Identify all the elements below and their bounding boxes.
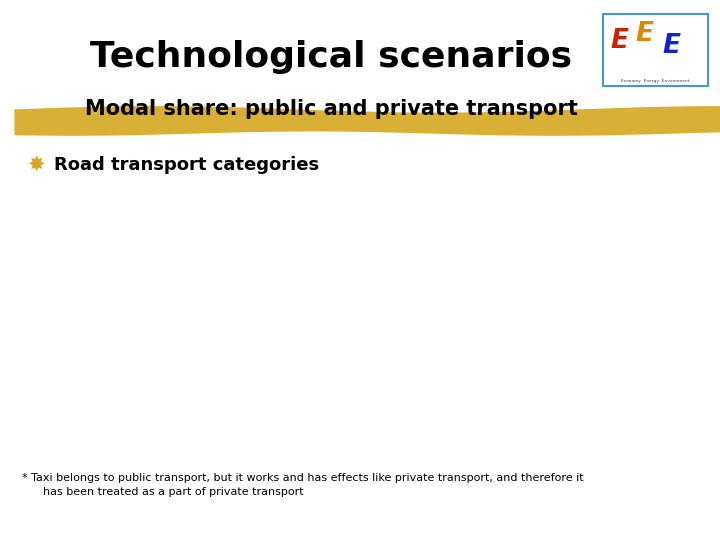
Text: E: E <box>662 33 680 59</box>
FancyBboxPatch shape <box>603 14 708 86</box>
Text: Technological scenarios: Technological scenarios <box>90 40 572 73</box>
Text: has been treated as a part of private transport: has been treated as a part of private tr… <box>22 488 303 497</box>
Text: E: E <box>636 21 654 47</box>
Text: * Taxi belongs to public transport, but it works and has effects like private tr: * Taxi belongs to public transport, but … <box>22 473 583 483</box>
Text: ✸: ✸ <box>27 154 45 175</box>
Text: Modal share: public and private transport: Modal share: public and private transpor… <box>85 99 577 119</box>
Text: E: E <box>611 28 629 54</box>
Polygon shape <box>14 106 720 136</box>
Text: Road transport categories: Road transport categories <box>54 156 319 174</box>
Text: Economy  Energy  Environment: Economy Energy Environment <box>621 79 690 83</box>
